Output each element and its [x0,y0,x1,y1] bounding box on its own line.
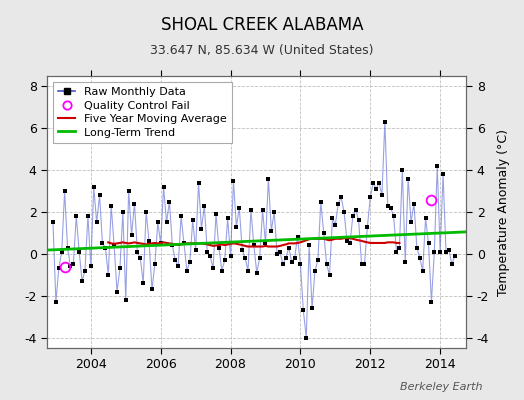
Text: Berkeley Earth: Berkeley Earth [400,382,482,392]
Text: 33.647 N, 85.634 W (United States): 33.647 N, 85.634 W (United States) [150,44,374,57]
Y-axis label: Temperature Anomaly (°C): Temperature Anomaly (°C) [497,128,510,296]
Legend: Raw Monthly Data, Quality Control Fail, Five Year Moving Average, Long-Term Tren: Raw Monthly Data, Quality Control Fail, … [53,82,232,143]
Text: SHOAL CREEK ALABAMA: SHOAL CREEK ALABAMA [161,16,363,34]
